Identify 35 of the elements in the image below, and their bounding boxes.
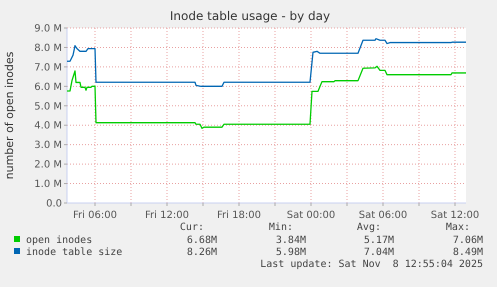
text: Cur:	[180, 222, 204, 233]
text: 5.17M	[364, 235, 394, 246]
y-tick-label: 1.0 M	[34, 179, 62, 190]
text: Avg:	[356, 222, 381, 233]
text: 8.49M	[452, 247, 483, 258]
text: Min:	[268, 222, 293, 233]
legend-label: inode table size	[26, 247, 122, 258]
line-series	[66, 66, 467, 129]
y-axis-title: number of open inodes	[3, 51, 16, 180]
y-tick-label: 5.0 M	[34, 101, 62, 112]
x-tick-label: Sat 00:00	[286, 210, 336, 221]
text: Max:	[446, 222, 470, 233]
text: 7.04M	[364, 247, 394, 258]
legend-label: open inodes	[26, 235, 92, 246]
y-tick-label: 8.0 M	[34, 42, 62, 54]
y-tick-label: 9.0 M	[34, 24, 62, 34]
text: 3.84M	[276, 235, 306, 246]
y-tick-label: 4.0 M	[34, 120, 62, 132]
text: Last update: Sat Nov 8 12:55:04 2025	[260, 259, 483, 270]
x-tick-label: Fri 06:00	[73, 210, 117, 221]
text: 8.26M	[186, 247, 217, 258]
y-tick-label: 3.0 M	[34, 140, 62, 152]
x-tick-label: Fri 18:00	[217, 210, 261, 221]
x-tick-label: Fri 12:00	[145, 210, 189, 221]
y-tick-label: 6.0 M	[34, 82, 62, 93]
x-tick-label: Sat 12:00	[430, 210, 480, 221]
y-tick-label: 0.0	[46, 198, 62, 210]
y-tick-label: 7.0 M	[34, 62, 62, 74]
y-tick-label: 2.0 M	[34, 160, 62, 171]
x-tick-label: Sat 06:00	[358, 210, 408, 221]
line-series	[66, 38, 467, 87]
text: 5.98M	[276, 247, 306, 258]
text: 6.68M	[186, 235, 217, 246]
text: 7.06M	[452, 235, 483, 246]
chart-title: Inode table usage - by day	[170, 9, 330, 23]
